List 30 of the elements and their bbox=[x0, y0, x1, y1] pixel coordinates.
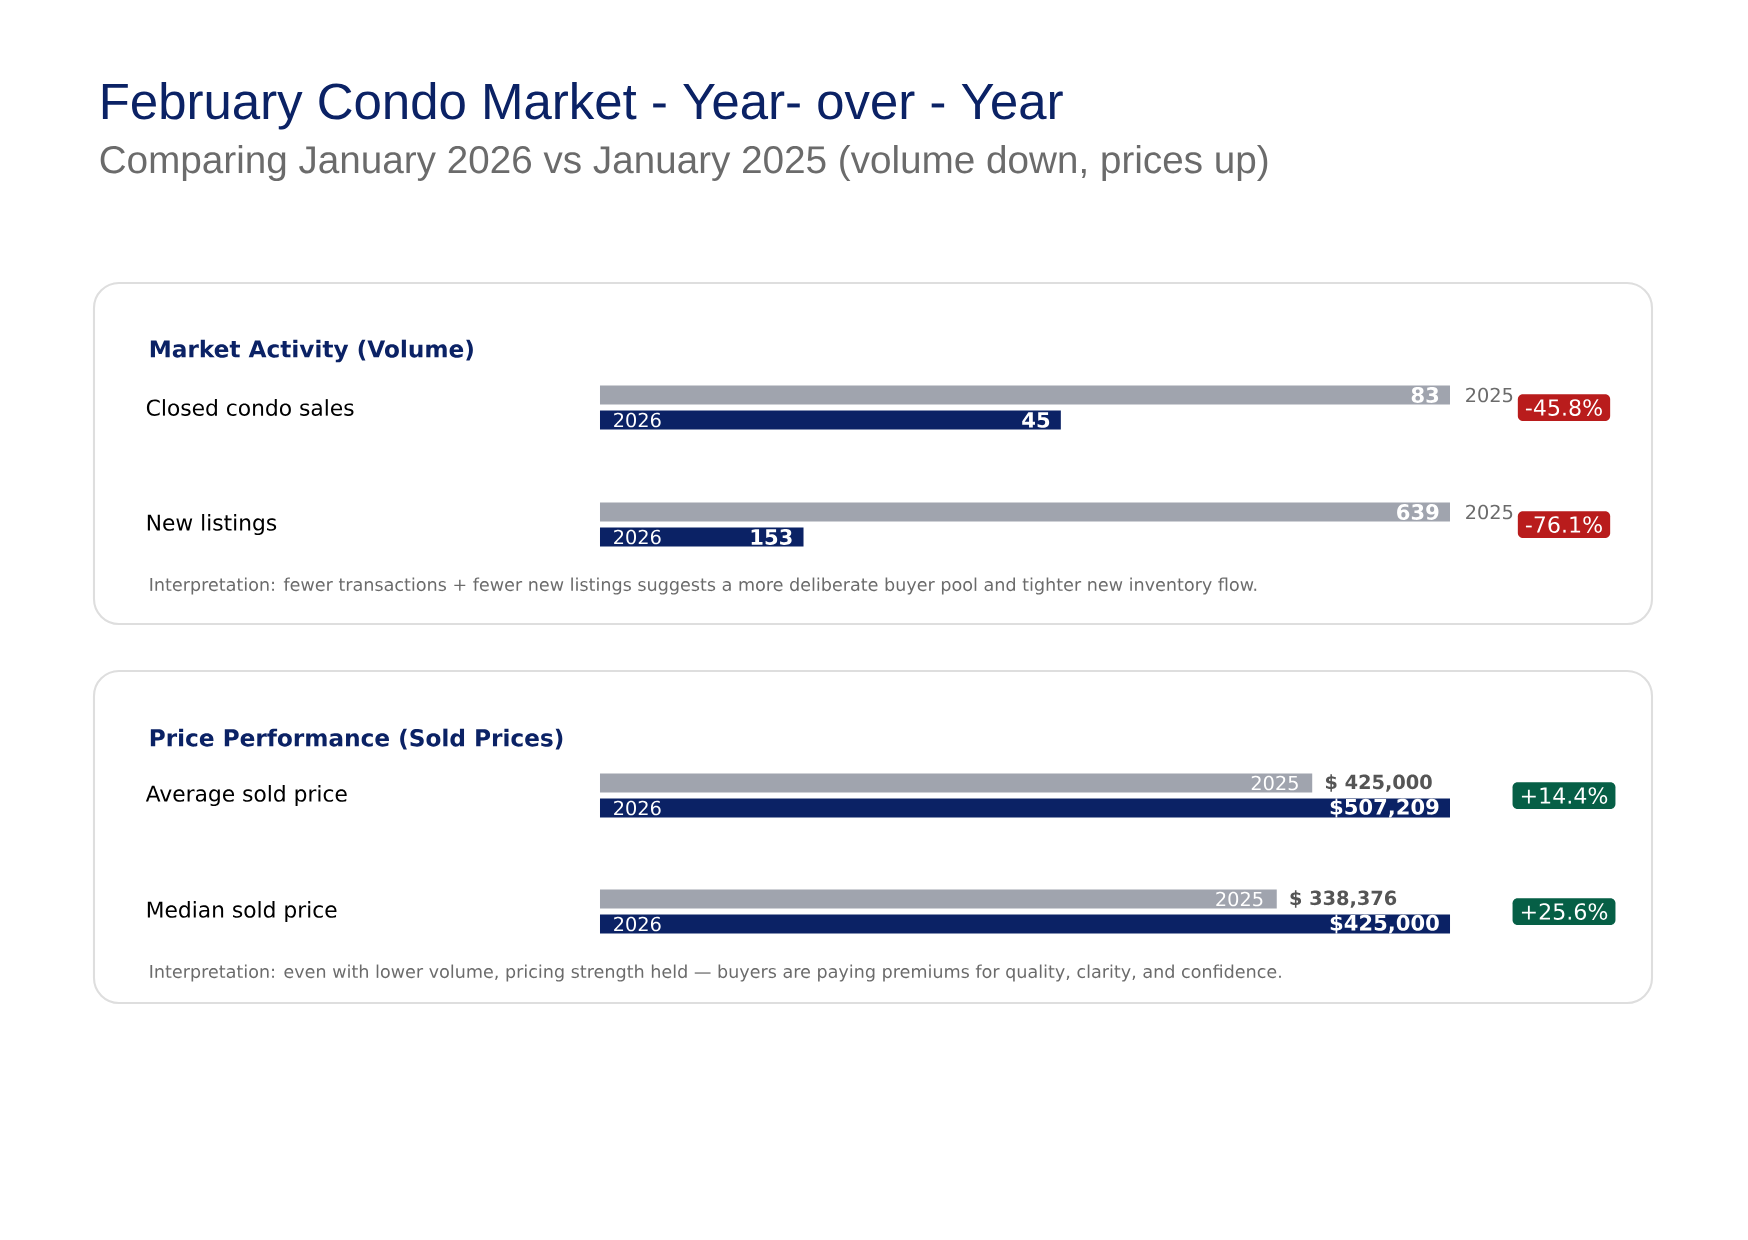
text: +25.6% bbox=[1521, 903, 1608, 920]
annotation: Interpretation: even with lower volume, pricing strength held — buyers are paying premiums for quality, clarity, and confidence. bbox=[150, 964, 1281, 982]
text: -45.8% bbox=[1525, 399, 1602, 416]
series-label: 2026 bbox=[614, 529, 661, 545]
text: Market Activity (Volume) bbox=[150, 339, 473, 363]
data-label: $425,000 bbox=[1330, 914, 1439, 934]
series-label: 2025 bbox=[1216, 891, 1263, 907]
annotation: Interpretation: fewer transactions + fewer new listings suggests a more deliberate buyer pool and tighter new inventory flow. bbox=[150, 577, 1257, 595]
text: +14.4% bbox=[1521, 787, 1608, 804]
data-label: 153 bbox=[751, 529, 792, 545]
y-tick-label: Closed condo sales bbox=[146, 399, 354, 416]
y-tick-label: New listings bbox=[147, 513, 277, 536]
y-tick-label: Average sold price bbox=[145, 784, 347, 807]
y-tick-label: Median sold price bbox=[147, 900, 337, 923]
data-label: 45 bbox=[1022, 412, 1050, 428]
series-label: 2025 bbox=[1466, 387, 1513, 403]
data-label: $ 425,000 bbox=[1325, 774, 1432, 792]
series-label: 2026 bbox=[614, 800, 661, 816]
data-label: $507,209 bbox=[1330, 798, 1439, 818]
text: Comparing January 2026 vs January 2025 (volume down, prices up) bbox=[100, 145, 1268, 182]
data-label: 639 bbox=[1397, 504, 1439, 520]
text: February Condo Market - Year- over - Year bbox=[102, 82, 1063, 130]
text: Price Performance (Sold Prices) bbox=[150, 728, 563, 750]
series-label: 2025 bbox=[1251, 775, 1298, 791]
data-label: 83 bbox=[1411, 387, 1439, 403]
data-label: $ 338,376 bbox=[1290, 890, 1397, 908]
series-label: 2026 bbox=[614, 916, 661, 932]
text: -76.1% bbox=[1525, 516, 1602, 533]
series-label: 2025 bbox=[1466, 504, 1513, 520]
series-label: 2026 bbox=[614, 412, 661, 428]
